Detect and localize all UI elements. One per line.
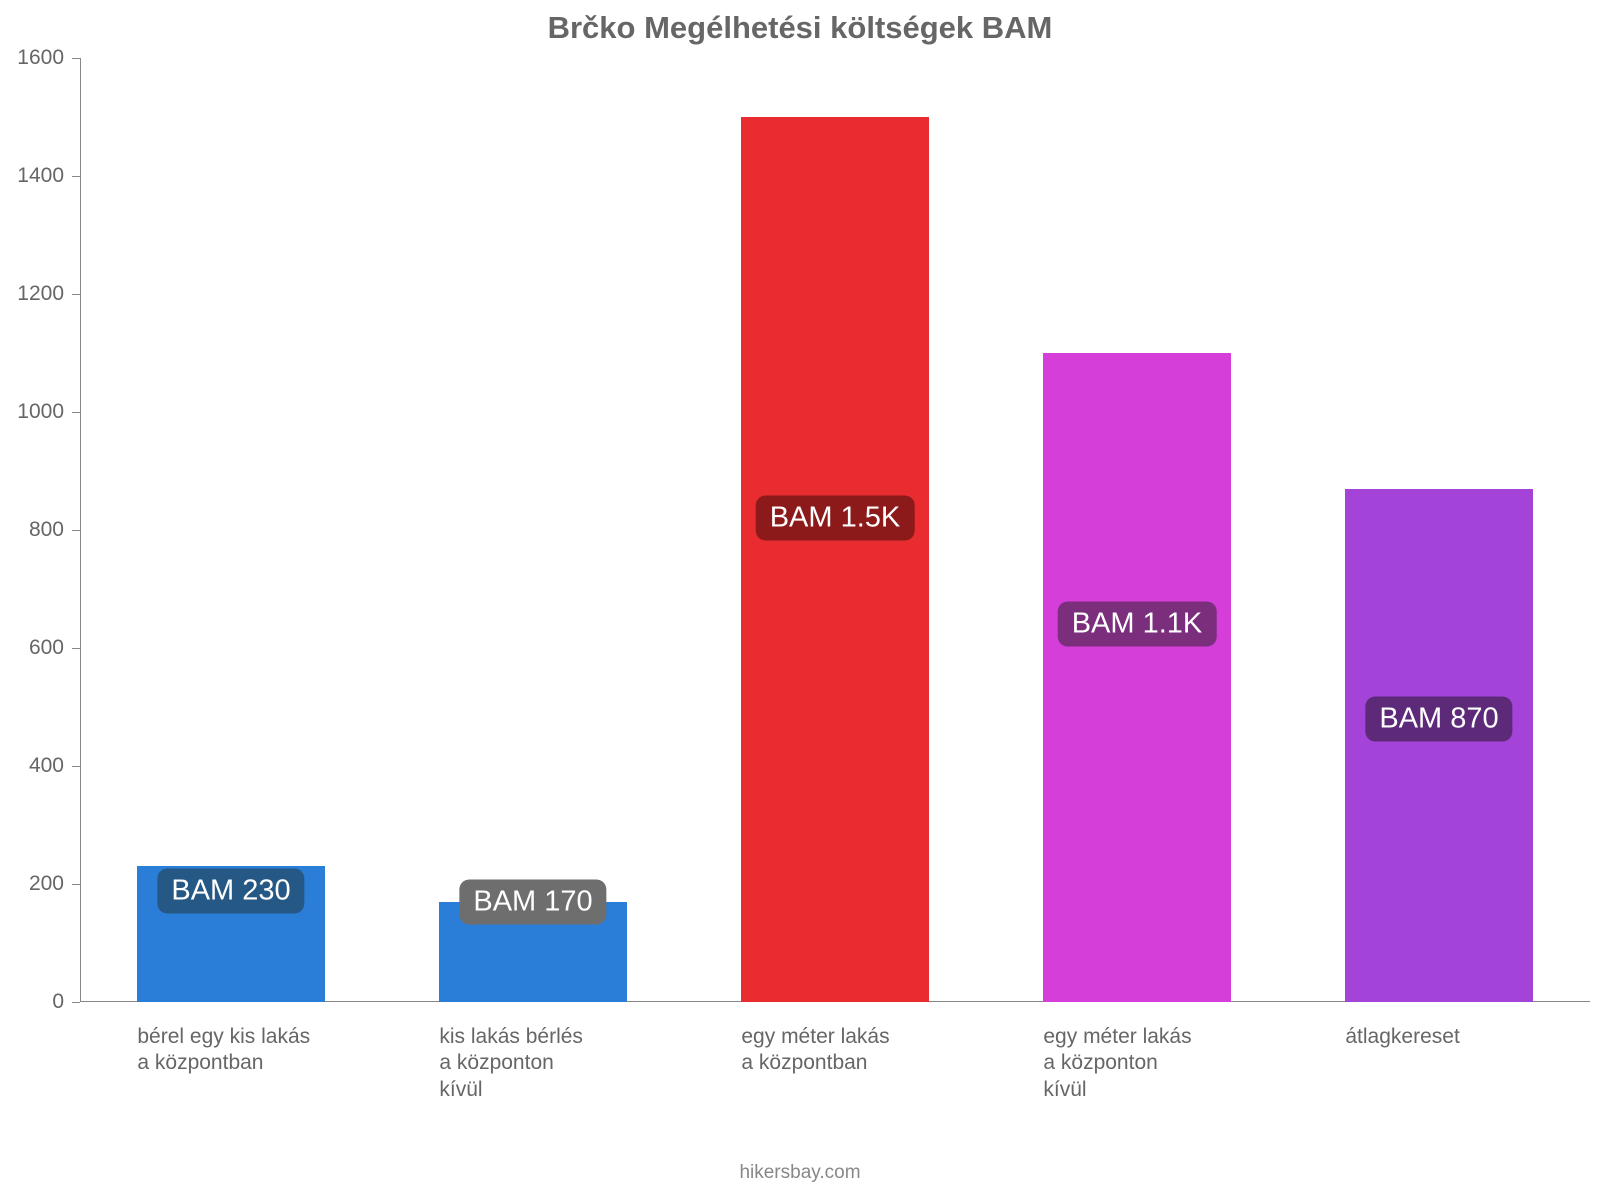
y-tick-label: 800 — [0, 518, 64, 542]
x-category-label: átlagkereset — [1345, 1024, 1600, 1050]
y-axis-line — [80, 58, 81, 1002]
y-tick-mark — [72, 294, 80, 295]
bar-value-label: BAM 1.1K — [1058, 602, 1217, 647]
y-tick-mark — [72, 412, 80, 413]
chart-footer: hikersbay.com — [0, 1162, 1600, 1184]
bar — [1345, 489, 1532, 1002]
y-tick-mark — [72, 176, 80, 177]
y-tick-mark — [72, 58, 80, 59]
y-tick-label: 1200 — [0, 282, 64, 306]
x-category-label: egy méter lakás a központban — [741, 1024, 1043, 1077]
bar-value-label: BAM 170 — [459, 879, 606, 924]
x-category-label: kis lakás bérlés a központon kívül — [439, 1024, 741, 1103]
bar — [1043, 353, 1230, 1002]
y-tick-label: 200 — [0, 872, 64, 896]
y-tick-label: 1400 — [0, 164, 64, 188]
y-tick-mark — [72, 884, 80, 885]
y-tick-mark — [72, 648, 80, 649]
y-tick-label: 1000 — [0, 400, 64, 424]
bar-value-label: BAM 1.5K — [756, 496, 915, 541]
chart-title: Brčko Megélhetési költségek BAM — [0, 10, 1600, 46]
bar-value-label: BAM 230 — [157, 869, 304, 914]
x-category-label: egy méter lakás a központon kívül — [1043, 1024, 1345, 1103]
y-tick-label: 0 — [0, 990, 64, 1014]
y-tick-mark — [72, 766, 80, 767]
bar — [741, 117, 928, 1002]
y-tick-label: 1600 — [0, 46, 64, 70]
chart-container: Brčko Megélhetési költségek BAM 0 200 400 6… — [0, 0, 1600, 1200]
y-tick-mark — [72, 1002, 80, 1003]
y-tick-mark — [72, 530, 80, 531]
bar-value-label: BAM 870 — [1365, 696, 1512, 741]
y-tick-label: 600 — [0, 636, 64, 660]
x-category-label: bérel egy kis lakás a központban — [137, 1024, 439, 1077]
y-tick-label: 400 — [0, 754, 64, 778]
